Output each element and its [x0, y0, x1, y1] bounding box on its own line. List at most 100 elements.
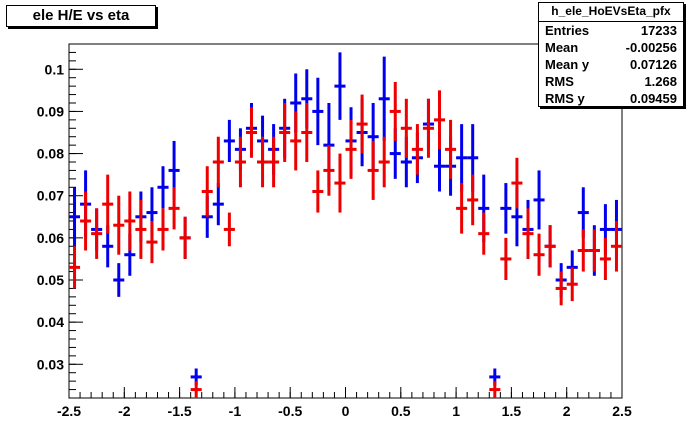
data-point: [478, 212, 490, 255]
data-markers: [69, 52, 622, 398]
data-point: [522, 208, 534, 259]
data-point: [334, 153, 346, 213]
x-tick-label: -1.5: [168, 403, 192, 419]
data-point: [102, 174, 114, 234]
data-point: [91, 208, 103, 259]
data-point: [555, 271, 567, 306]
stats-value: 0.09459: [630, 91, 677, 106]
stats-row: RMS 1.268: [539, 73, 683, 90]
data-point: [433, 90, 446, 150]
data-point: [588, 229, 600, 272]
stats-value: -0.00256: [625, 40, 677, 55]
data-point: [345, 119, 357, 179]
data-point: [323, 145, 335, 196]
y-tick-label: 0.06: [37, 230, 64, 246]
data-point: [279, 103, 291, 162]
data-point: [312, 170, 324, 213]
stats-value: 1.268: [644, 74, 677, 89]
data-point: [312, 77, 324, 146]
y-tick-label: 0.09: [37, 103, 64, 119]
x-tick-label: -1: [229, 403, 242, 419]
x-tick-label: -0.5: [278, 403, 302, 419]
data-point: [135, 199, 147, 259]
data-point: [356, 94, 368, 154]
x-tick-label: 2.5: [612, 403, 632, 419]
stats-row: Mean -0.00256: [539, 39, 683, 56]
data-point: [268, 136, 280, 188]
data-point: [378, 56, 390, 141]
x-tick-label: 1: [452, 403, 460, 419]
x-tick-label: 0.5: [391, 403, 411, 419]
stats-label: RMS: [545, 74, 574, 89]
data-point: [223, 119, 235, 162]
data-point: [467, 174, 479, 226]
data-point: [124, 191, 136, 251]
stats-row: Entries 17233: [539, 22, 683, 39]
data-point: [456, 124, 468, 192]
data-point: [69, 246, 81, 289]
stats-label: Entries: [545, 23, 590, 38]
stats-rows: Entries 17233 Mean -0.00256 Mean y 0.07126 RMS…: [539, 22, 683, 107]
x-tick-label: -2.5: [57, 403, 81, 419]
data-point: [511, 157, 523, 209]
data-point: [422, 98, 434, 158]
data-point: [212, 183, 224, 226]
x-tick-label: -2: [118, 403, 131, 419]
data-point: [168, 187, 180, 230]
data-point: [157, 208, 169, 251]
data-point: [223, 212, 235, 247]
data-point: [500, 237, 512, 280]
data-point: [201, 166, 213, 217]
y-tick-label: 0.1: [45, 61, 65, 77]
x-tick-label: 2: [563, 403, 571, 419]
stats-row: Mean y 0.07126: [539, 56, 683, 73]
stats-box: h_ele_HoEVsEta_pfx Entries 17233 Mean -0.00…: [538, 2, 684, 107]
data-point: [533, 233, 545, 276]
x-axis: -2.5 -2 -1.5 -1 -0.5 0 0.5 1 1.5 2 2.5: [57, 387, 632, 419]
stats-histogram-name: h_ele_HoEVsEta_pfx: [539, 3, 683, 22]
data-point: [411, 124, 423, 175]
y-tick-label: 0.07: [37, 188, 64, 204]
data-point: [500, 183, 512, 234]
data-point: [301, 103, 313, 162]
data-point: [113, 195, 125, 255]
data-point: [212, 136, 224, 188]
x-tick-label: 1.5: [502, 403, 522, 419]
data-point: [489, 381, 501, 398]
data-point: [290, 111, 302, 171]
data-point: [445, 119, 457, 179]
stats-label: Mean: [545, 40, 579, 55]
data-point: [157, 166, 169, 209]
y-tick-label: 0.04: [37, 314, 64, 330]
data-point: [599, 237, 611, 280]
data-point: [566, 267, 578, 302]
data-point: [544, 225, 556, 268]
data-point: [257, 136, 269, 188]
data-point: [533, 170, 545, 230]
data-point: [367, 140, 379, 200]
data-point: [146, 221, 158, 264]
y-tick-label: 0.08: [37, 146, 64, 162]
stats-row: RMS y 0.09459: [539, 90, 683, 107]
data-point: [610, 221, 622, 272]
y-axis: 0.03 0.04 0.05 0.06 0.07 0.08 0.09 0.1: [37, 43, 83, 399]
data-point: [389, 81, 401, 141]
stats-label: Mean y: [545, 57, 590, 72]
plot-frame: [68, 43, 623, 399]
data-point: [400, 98, 412, 158]
y-tick-label: 0.05: [37, 272, 64, 288]
data-point: [234, 136, 246, 188]
data-point: [378, 136, 390, 188]
data-point: [334, 52, 346, 120]
data-point: [179, 216, 191, 259]
data-point: [245, 107, 258, 158]
data-point: [190, 381, 202, 398]
data-point: [80, 191, 92, 251]
data-point: [456, 183, 468, 234]
stats-value: 17233: [640, 23, 677, 38]
stats-value: 0.07126: [630, 57, 677, 72]
stats-label: RMS y: [545, 91, 585, 106]
y-tick-label: 0.03: [37, 356, 64, 372]
x-tick-label: 0: [342, 403, 350, 419]
